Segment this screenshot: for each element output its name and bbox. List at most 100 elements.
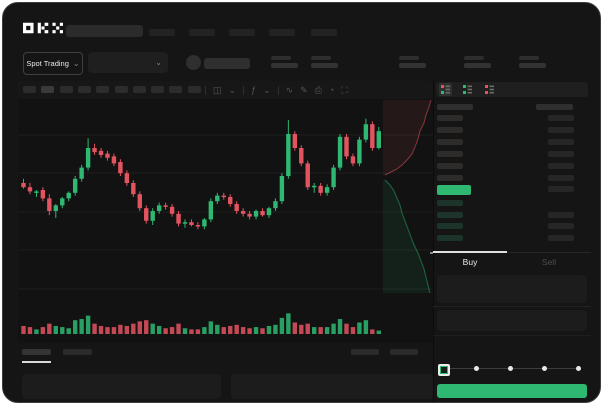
orderbook-view-icons [439, 83, 496, 96]
volume-bar [53, 325, 58, 334]
book-combined-icon[interactable] [439, 83, 452, 96]
search-input[interactable] [66, 25, 143, 37]
market-type-selector[interactable]: Spot Trading ⌄ [23, 52, 83, 75]
nav-item-skeleton[interactable] [229, 29, 255, 36]
candle [85, 138, 91, 171]
chart-tools: ◫ ⌄ ƒ ⌄ ∿ ✎ ⎙ ◔ ⛶ [205, 81, 348, 99]
volume-bar [72, 320, 78, 334]
bid-amount-skeleton [548, 223, 574, 229]
candle [124, 170, 130, 186]
candlestick-chart[interactable] [18, 99, 433, 343]
pair-selector[interactable]: ⌄ [88, 52, 168, 73]
amount-slider[interactable] [438, 361, 581, 377]
last-price-highlight[interactable] [437, 185, 471, 195]
bid-row[interactable] [437, 211, 463, 218]
nav-item-skeleton[interactable] [311, 29, 337, 36]
slider-stop[interactable] [508, 366, 513, 371]
volume-bar [376, 330, 381, 334]
timeframe-button[interactable] [59, 86, 73, 93]
amount-input[interactable] [437, 310, 587, 331]
nav-item-skeleton[interactable] [269, 29, 295, 36]
volume-bar [208, 321, 214, 334]
candle [34, 190, 39, 197]
chevron-down-icon: ⌄ [72, 59, 80, 68]
candle [79, 164, 84, 182]
slider-stop[interactable] [474, 366, 479, 371]
panel-divider [433, 79, 434, 402]
bottom-tab-skeleton[interactable] [22, 349, 51, 355]
ask-row[interactable] [437, 151, 463, 157]
timeframe-button[interactable] [41, 86, 55, 93]
volume-bar [118, 324, 123, 334]
volume-bar [131, 323, 136, 334]
account-pill[interactable] [204, 58, 250, 69]
fullscreen-icon[interactable]: ⛶ [341, 84, 348, 95]
price-input[interactable] [437, 275, 587, 303]
book-asks-icon[interactable] [483, 83, 496, 96]
candle [150, 208, 155, 225]
ask-row[interactable] [437, 163, 463, 169]
volume-bar [144, 320, 149, 334]
timeframe-button[interactable] [151, 86, 165, 93]
slider-stop[interactable] [576, 366, 581, 371]
candle [299, 145, 304, 167]
candle [189, 219, 194, 227]
candle [234, 201, 239, 214]
bottom-action-skeleton[interactable] [351, 349, 379, 355]
ask-row[interactable] [437, 115, 463, 121]
volume-bar [189, 329, 194, 334]
nav-item-skeleton[interactable] [189, 29, 215, 36]
bid-row[interactable] [437, 200, 463, 206]
bid-row[interactable] [437, 234, 463, 241]
candle [370, 121, 375, 151]
chart-type-icon[interactable]: ◫ [213, 84, 222, 95]
timeframe-button[interactable] [23, 86, 36, 93]
timeframe-button[interactable] [187, 86, 201, 93]
timeframe-button[interactable] [169, 86, 183, 93]
stat-label-skeleton [464, 56, 484, 60]
buy-submit-button[interactable] [437, 384, 587, 398]
volume-bar [357, 322, 362, 334]
timeframe-button[interactable] [77, 86, 91, 93]
orderbook-header-price-skeleton [437, 104, 473, 110]
okx-logo[interactable] [23, 22, 63, 34]
book-bids-icon[interactable] [461, 83, 474, 96]
form-divider [433, 306, 591, 307]
volume-bar [305, 323, 310, 334]
chevron-down-icon[interactable]: ⌄ [263, 84, 271, 95]
candle [40, 187, 46, 202]
ask-row[interactable] [437, 175, 463, 181]
screenshot-icon[interactable]: ⎙ [314, 84, 322, 95]
candle [344, 134, 349, 160]
bid-row[interactable] [437, 223, 463, 229]
candle [66, 191, 71, 202]
nav-item-skeleton[interactable] [149, 29, 175, 36]
candle [240, 208, 246, 217]
chevron-down-icon[interactable]: ⌄ [228, 84, 237, 95]
volume-bar [215, 324, 220, 334]
slider-handle[interactable] [438, 364, 450, 376]
candle [60, 197, 65, 209]
volume-bar [273, 324, 278, 334]
timeframe-button[interactable] [132, 86, 146, 93]
draw-tool-icon[interactable]: ✎ [300, 84, 308, 95]
stat-label-skeleton [399, 56, 419, 60]
tab-buy[interactable]: Buy [433, 253, 507, 271]
history-icon[interactable]: ◔ [328, 84, 335, 95]
bottom-tab-skeleton[interactable] [63, 349, 92, 355]
bottom-action-skeleton[interactable] [390, 349, 418, 355]
timeframe-button[interactable] [96, 86, 110, 93]
slider-stop[interactable] [542, 366, 547, 371]
ask-amount-skeleton [548, 139, 574, 145]
indicators-icon[interactable]: ƒ [251, 84, 257, 95]
tab-sell[interactable]: Sell [507, 253, 591, 271]
volume-bar [312, 327, 317, 334]
line-tool-icon[interactable]: ∿ [285, 84, 294, 95]
volume-bar [124, 325, 130, 334]
candle [292, 131, 298, 151]
ask-row[interactable] [437, 139, 463, 145]
avatar[interactable] [186, 55, 201, 70]
ask-row[interactable] [437, 127, 463, 133]
timeframe-button[interactable] [114, 86, 128, 93]
active-tab-indicator [433, 251, 507, 253]
